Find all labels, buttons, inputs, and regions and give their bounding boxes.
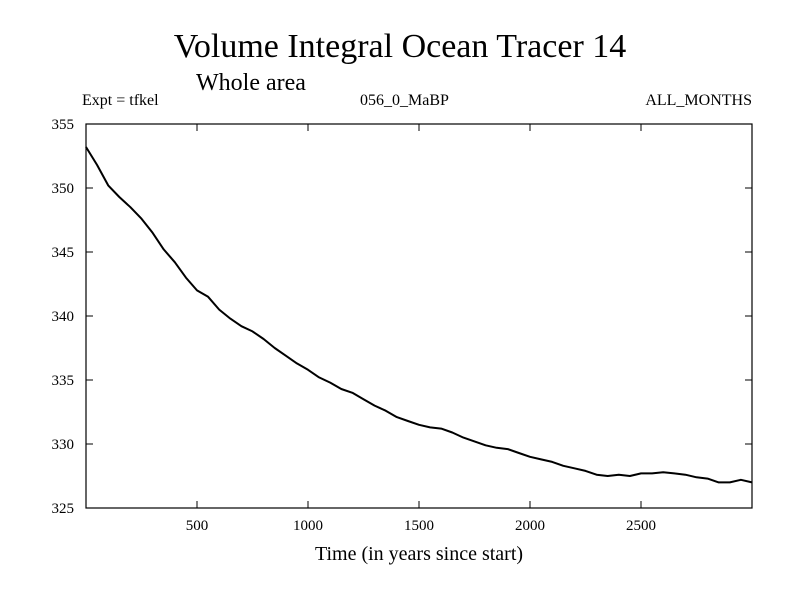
y-tick-label-350: 350 [52, 181, 75, 197]
x-tick-label-1000: 1000 [293, 518, 323, 534]
chart-subtitle: Whole area [196, 70, 306, 96]
chart-title: Volume Integral Ocean Tracer 14 [173, 28, 627, 65]
plot-frame [85, 123, 753, 509]
x-tick-label-2500: 2500 [626, 518, 656, 534]
series-line-0 [85, 146, 753, 484]
y-tick-label-345: 345 [52, 245, 75, 261]
y-tick-label-330: 330 [52, 437, 75, 453]
x-tick-label-1500: 1500 [404, 518, 434, 534]
months-label: ALL_MONTHS [645, 92, 752, 109]
x-axis-label: Time (in years since start) [315, 543, 523, 565]
y-tick-label-355: 355 [52, 117, 75, 133]
experiment-label: Expt = tfkel [82, 92, 159, 109]
run-label: 056_0_MaBP [360, 92, 449, 109]
y-tick-label-340: 340 [52, 309, 75, 325]
x-tick-label-500: 500 [186, 518, 209, 534]
y-tick-label-325: 325 [52, 501, 75, 517]
x-tick-label-2000: 2000 [515, 518, 545, 534]
y-tick-label-335: 335 [52, 373, 75, 389]
